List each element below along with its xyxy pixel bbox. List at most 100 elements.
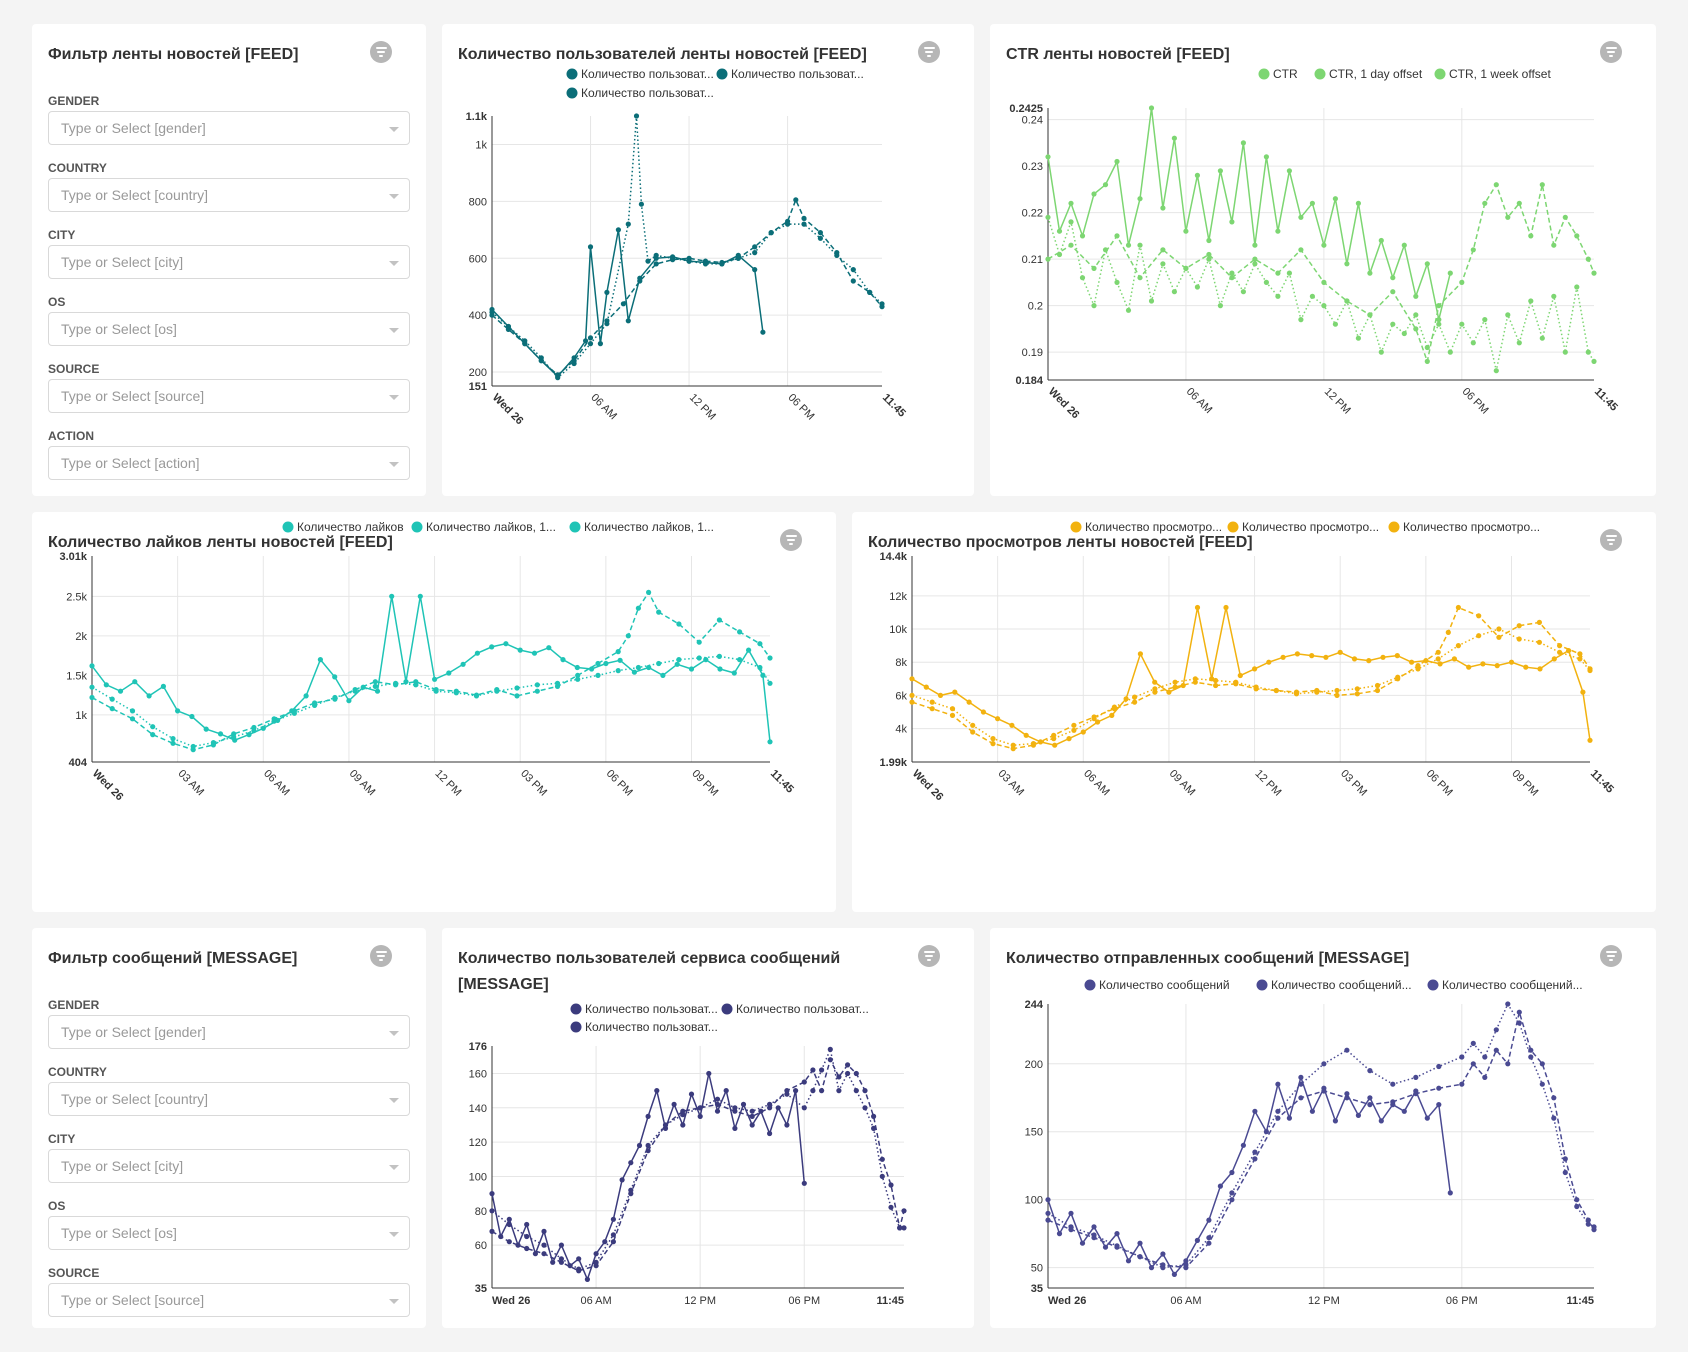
filter-menu-icon[interactable]: [370, 41, 392, 63]
legend-marker[interactable]: [1427, 979, 1439, 991]
data-point: [1536, 619, 1542, 625]
legend-marker[interactable]: [1256, 979, 1268, 991]
y-tick-label: 400: [469, 310, 487, 322]
data-point: [489, 1191, 495, 1197]
legend-item-label[interactable]: Количество просмотро...: [1242, 520, 1379, 534]
data-point: [697, 1113, 703, 1119]
data-point: [352, 688, 358, 694]
data-point: [89, 663, 95, 669]
data-point: [1172, 679, 1178, 685]
data-point: [1045, 1217, 1051, 1223]
legend-item-label[interactable]: Количество лайков, 1...: [426, 520, 556, 534]
y-tick-label: 1k: [475, 139, 487, 151]
chart-title: Количество лайков ленты новостей [FEED]: [48, 534, 393, 551]
data-point: [534, 688, 540, 694]
chart-menu-icon[interactable]: [918, 41, 940, 63]
legend-item-label[interactable]: Количество пользоват...: [581, 86, 714, 100]
filter-select-0[interactable]: Type or Select [gender]: [48, 111, 410, 145]
legend-marker[interactable]: [282, 521, 294, 533]
filter-select-1[interactable]: Type or Select [country]: [48, 1082, 410, 1116]
filter-select-3[interactable]: Type or Select [os]: [48, 312, 410, 346]
data-point: [1537, 666, 1543, 672]
data-point: [1539, 335, 1545, 341]
chart-menu-icon[interactable]: [1600, 529, 1622, 551]
filter-select-3[interactable]: Type or Select [os]: [48, 1216, 410, 1250]
filter-select-0[interactable]: Type or Select [gender]: [48, 1015, 410, 1049]
filter-select-4[interactable]: Type or Select [source]: [48, 379, 410, 413]
legend-item-label[interactable]: CTR, 1 day offset: [1329, 67, 1423, 81]
legend-marker[interactable]: [1314, 68, 1326, 80]
filter-select-4[interactable]: Type or Select [source]: [48, 1283, 410, 1317]
chevron-down-icon[interactable]: [389, 261, 399, 266]
data-point: [1367, 1095, 1373, 1101]
data-point: [1436, 321, 1442, 327]
chevron-down-icon[interactable]: [389, 194, 399, 199]
chart-menu-icon[interactable]: [780, 529, 802, 551]
legend-item-label[interactable]: CTR, 1 week offset: [1449, 67, 1551, 81]
legend-item-label[interactable]: Количество пользоват...: [585, 1020, 718, 1034]
legend-marker[interactable]: [721, 1003, 733, 1015]
chart-menu-icon[interactable]: [918, 945, 940, 967]
legend-item-label[interactable]: Количество пользоват...: [731, 67, 864, 81]
legend-marker[interactable]: [1070, 521, 1082, 533]
legend-item-label[interactable]: Количество сообщений: [1099, 978, 1230, 992]
chevron-down-icon[interactable]: [389, 1031, 399, 1036]
legend-marker[interactable]: [570, 1003, 582, 1015]
legend-marker[interactable]: [411, 521, 423, 533]
legend-marker[interactable]: [570, 1021, 582, 1033]
filter-select-2[interactable]: Type or Select [city]: [48, 245, 410, 279]
data-point: [952, 689, 958, 695]
legend-marker[interactable]: [1388, 521, 1400, 533]
filter-select-5[interactable]: Type or Select [action]: [48, 446, 410, 480]
legend-marker[interactable]: [716, 68, 728, 80]
data-point: [1355, 200, 1361, 206]
msg-users-chart: 176 160 140 120 100 80 60 35 Wed 26 06 AM 12 PM 06 …: [469, 1002, 907, 1307]
legend-item-label[interactable]: Количество пользоват...: [736, 1002, 869, 1016]
data-point: [1252, 256, 1258, 262]
data-point: [723, 1088, 729, 1094]
data-point: [636, 1142, 643, 1149]
chevron-down-icon[interactable]: [389, 328, 399, 333]
chevron-down-icon[interactable]: [389, 127, 399, 132]
legend-marker[interactable]: [566, 68, 578, 80]
data-point: [595, 660, 601, 667]
legend-marker[interactable]: [569, 521, 581, 533]
legend-item-label[interactable]: Количество пользоват...: [585, 1002, 718, 1016]
filter-menu-icon[interactable]: [370, 945, 392, 967]
legend-item-label[interactable]: Количество сообщений...: [1442, 978, 1583, 992]
legend-marker[interactable]: [1434, 68, 1446, 80]
legend-item-label[interactable]: Количество просмотро...: [1403, 520, 1540, 534]
data-point: [1470, 247, 1476, 253]
filter-select-1[interactable]: Type or Select [country]: [48, 178, 410, 212]
legend-marker[interactable]: [566, 87, 578, 99]
chevron-down-icon[interactable]: [389, 1299, 399, 1304]
data-point: [1447, 1190, 1453, 1196]
data-point: [760, 329, 766, 335]
legend-marker[interactable]: [1227, 521, 1239, 533]
data-point: [1253, 684, 1259, 690]
data-point: [1091, 1224, 1097, 1230]
y-tick-label: 35: [475, 1283, 487, 1295]
chevron-down-icon[interactable]: [389, 1232, 399, 1237]
legend-item-label[interactable]: CTR: [1273, 67, 1298, 81]
data-point: [1213, 682, 1219, 689]
chart-menu-icon[interactable]: [1600, 945, 1622, 967]
legend-item-label[interactable]: Количество сообщений...: [1271, 978, 1412, 992]
filter-select-2[interactable]: Type or Select [city]: [48, 1149, 410, 1183]
legend-item-label[interactable]: Количество лайков, 1...: [584, 520, 714, 534]
legend-item-label[interactable]: Количество лайков: [297, 520, 404, 534]
legend-item-label[interactable]: Количество пользоват...: [581, 67, 714, 81]
chevron-down-icon[interactable]: [389, 395, 399, 400]
data-point: [1494, 663, 1500, 669]
data-point: [1424, 261, 1430, 267]
legend-marker[interactable]: [1084, 979, 1096, 991]
filter-label-3: OS: [48, 1199, 66, 1213]
data-point: [714, 1096, 721, 1102]
chevron-down-icon[interactable]: [389, 1165, 399, 1170]
chevron-down-icon[interactable]: [389, 1098, 399, 1103]
chevron-down-icon[interactable]: [389, 462, 399, 467]
legend-item-label[interactable]: Количество просмотро...: [1085, 520, 1222, 534]
x-tick-label: 06 PM: [604, 768, 635, 799]
legend-marker[interactable]: [1258, 68, 1270, 80]
chart-menu-icon[interactable]: [1600, 41, 1622, 63]
